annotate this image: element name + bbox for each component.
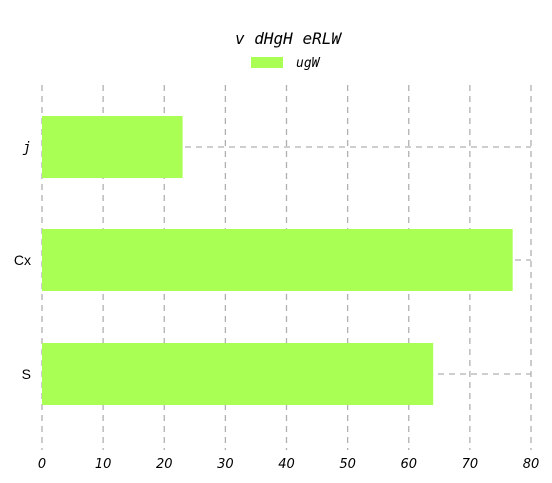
bar-S	[42, 343, 434, 405]
chart-title-group: v dHgH eRLW	[235, 29, 342, 48]
bars	[42, 116, 513, 405]
y-tick-label-S: S	[22, 366, 31, 382]
x-tick-label-70: 70	[462, 457, 479, 472]
legend-label: ugW	[296, 56, 321, 71]
x-tick-label-50: 50	[339, 457, 356, 472]
x-tick-label-0: 0	[38, 457, 46, 472]
chart-title: v dHgH eRLW	[235, 29, 342, 48]
x-axis-ticks: 0 10 20 30 40 50 60 70 80	[38, 457, 539, 472]
bar-Cx	[42, 229, 513, 291]
y-tick-label-j: j	[23, 140, 31, 156]
x-tick-label-30: 30	[217, 457, 234, 472]
x-tick-label-80: 80	[523, 457, 540, 472]
bar-j	[42, 116, 183, 178]
x-tick-label-20: 20	[156, 457, 173, 472]
y-axis-ticks: j Cx S	[14, 140, 31, 382]
x-tick-label-40: 40	[278, 457, 295, 472]
x-tick-label-60: 60	[400, 457, 417, 472]
legend-swatch	[251, 57, 283, 68]
y-tick-label-Cx: Cx	[14, 252, 31, 268]
x-tick-label-10: 10	[95, 457, 112, 472]
legend: ugW	[251, 56, 321, 71]
